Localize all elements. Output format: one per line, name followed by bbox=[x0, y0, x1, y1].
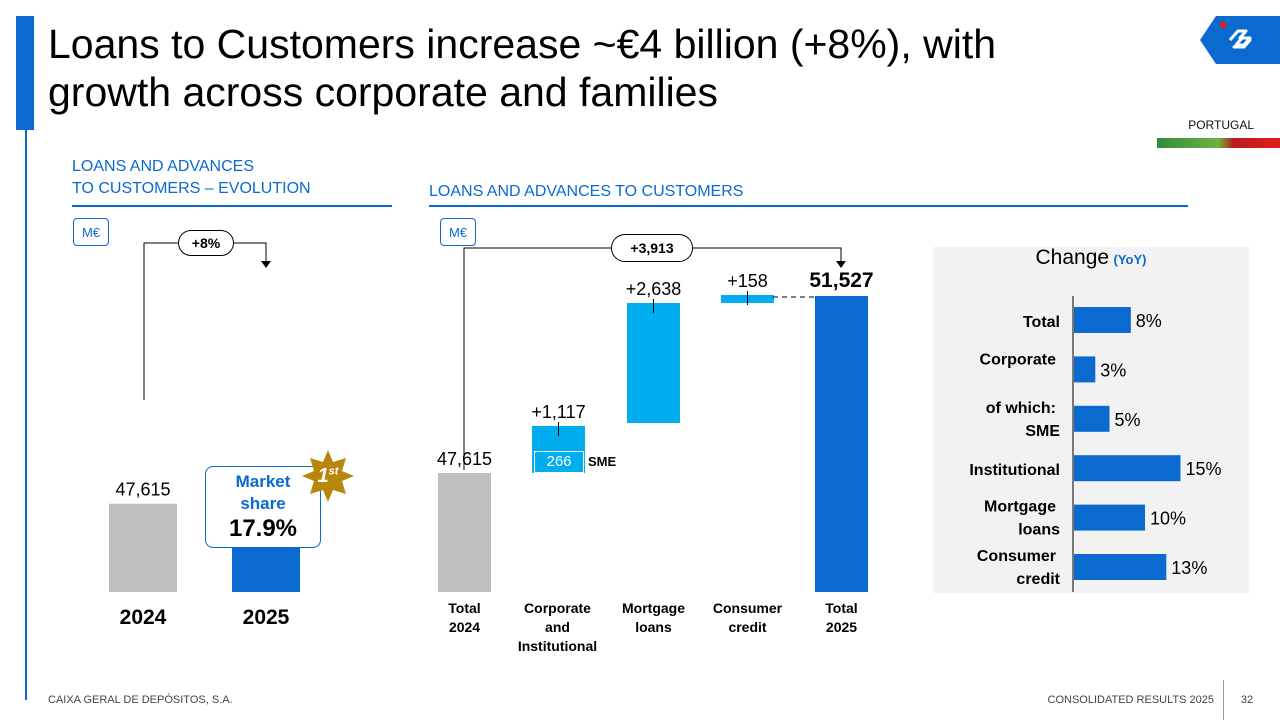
left-section-title-line1: LOANS AND ADVANCES bbox=[72, 158, 254, 175]
country-label: PORTUGAL bbox=[1188, 118, 1254, 132]
waterfall-bar-2 bbox=[627, 303, 680, 423]
rank-badge-text: 1st bbox=[300, 465, 356, 488]
left-section-title: LOANS AND ADVANCES TO CUSTOMERS – EVOLUT… bbox=[72, 156, 392, 200]
yoy-category-label: of which: bbox=[986, 400, 1056, 417]
yoy-title: Change (YoY) bbox=[933, 246, 1249, 270]
market-share-value: 17.9% bbox=[228, 515, 298, 542]
yoy-category-label: Institutional bbox=[969, 462, 1060, 479]
waterfall-category-label: loans bbox=[635, 619, 672, 635]
middle-unit-label: M€ bbox=[440, 218, 476, 246]
waterfall-value-label: 51,527 bbox=[809, 269, 873, 292]
market-share-line1: Market bbox=[235, 472, 291, 491]
yoy-value-label: 3% bbox=[1100, 360, 1126, 380]
waterfall-arrowhead bbox=[836, 261, 846, 268]
yoy-bar-4 bbox=[1074, 504, 1145, 531]
waterfall-category-label: Institutional bbox=[518, 638, 597, 654]
yoy-value-label: 15% bbox=[1186, 459, 1222, 479]
page-title-line1: Loans to Customers increase ~€4 billion … bbox=[48, 21, 997, 67]
rank-suffix: st bbox=[328, 465, 339, 478]
waterfall-bar-0 bbox=[438, 472, 491, 592]
yoy-category-label: Mortgage bbox=[984, 499, 1056, 516]
left-unit-label: M€ bbox=[73, 218, 109, 246]
waterfall-category-label: Total bbox=[825, 600, 857, 616]
left-border-line bbox=[25, 130, 27, 700]
sme-segment: 266 bbox=[534, 451, 584, 473]
waterfall-category-label: credit bbox=[728, 619, 766, 635]
yoy-bar-5 bbox=[1074, 554, 1167, 580]
yoy-bar-0 bbox=[1074, 307, 1131, 333]
market-share-line2: share bbox=[240, 494, 286, 513]
market-share-box: Market share 17.9% bbox=[205, 466, 321, 548]
waterfall-category-label: Total bbox=[448, 600, 480, 616]
title-accent-bar bbox=[16, 16, 34, 130]
yoy-subtitle: (YoY) bbox=[1113, 252, 1147, 267]
waterfall-category-label: 2025 bbox=[826, 619, 857, 635]
waterfall-category-label: 2024 bbox=[449, 619, 480, 635]
yoy-category-label: loans bbox=[1018, 522, 1060, 539]
rank-number: 1 bbox=[317, 465, 329, 487]
evolution-category-label: 2025 bbox=[243, 606, 290, 629]
rank-star-icon bbox=[302, 450, 354, 502]
left-section-title-line2: TO CUSTOMERS – EVOLUTION bbox=[72, 180, 311, 197]
footer-divider bbox=[1223, 680, 1224, 720]
yoy-category-label: Corporate bbox=[980, 351, 1057, 368]
sme-label: SME bbox=[588, 454, 617, 469]
middle-section-rule bbox=[429, 205, 1188, 207]
evolution-category-label: 2024 bbox=[120, 606, 167, 629]
yoy-title-text: Change bbox=[1035, 246, 1110, 269]
yoy-bar-1 bbox=[1074, 356, 1096, 383]
evolution-bar-2024 bbox=[109, 503, 177, 592]
country-flag-bar bbox=[1157, 138, 1280, 148]
yoy-value-label: 8% bbox=[1136, 311, 1162, 331]
yoy-category-label: credit bbox=[1016, 571, 1060, 588]
evolution-arrowhead bbox=[261, 261, 271, 268]
middle-section-title: LOANS AND ADVANCES TO CUSTOMERS bbox=[429, 183, 744, 200]
waterfall-category-label: Corporate bbox=[524, 600, 591, 616]
cgd-logo-icon bbox=[1200, 16, 1280, 64]
page-title: Loans to Customers increase ~€4 billion … bbox=[48, 20, 1178, 116]
page-number: 32 bbox=[1240, 694, 1254, 706]
yoy-value-label: 10% bbox=[1150, 509, 1186, 529]
yoy-category-label: SME bbox=[1025, 423, 1060, 440]
left-section-rule bbox=[72, 205, 392, 207]
waterfall-bar-4 bbox=[815, 296, 868, 592]
page-title-line2: growth across corporate and families bbox=[48, 69, 718, 115]
yoy-value-label: 13% bbox=[1171, 558, 1207, 578]
waterfall-value-label: +2,638 bbox=[626, 279, 682, 299]
yoy-category-label: Total bbox=[1023, 314, 1060, 331]
growth-badge: +8% bbox=[178, 230, 234, 256]
total-change-badge: +3,913 bbox=[611, 234, 693, 262]
footer-report: CONSOLIDATED RESULTS 2025 bbox=[1047, 694, 1214, 706]
yoy-bar-3 bbox=[1074, 455, 1181, 482]
yoy-category-label: Consumer bbox=[977, 548, 1056, 565]
waterfall-value-label: +1,117 bbox=[531, 402, 585, 422]
yoy-bar-2 bbox=[1074, 405, 1110, 432]
footer-company: CAIXA GERAL DE DEPÓSITOS, S.A. bbox=[48, 694, 233, 706]
waterfall-category-label: Consumer bbox=[713, 600, 783, 616]
evolution-value-label: 47,615 bbox=[115, 480, 170, 500]
yoy-value-label: 5% bbox=[1115, 410, 1141, 430]
waterfall-value-label: +158 bbox=[727, 271, 768, 291]
waterfall-category-label: Mortgage bbox=[622, 600, 685, 616]
waterfall-category-label: and bbox=[545, 619, 570, 635]
